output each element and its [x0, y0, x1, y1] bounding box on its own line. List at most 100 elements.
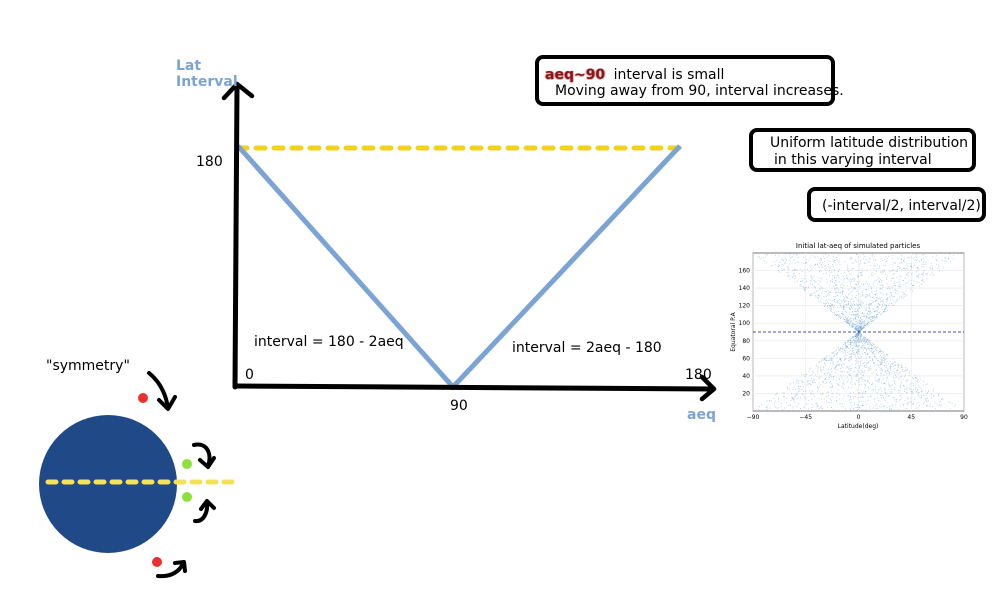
inset-scatter-point: [830, 356, 832, 358]
inset-scatter-point: [881, 359, 883, 361]
inset-scatter-point: [801, 281, 803, 282]
inset-scatter-point: [872, 317, 874, 319]
inset-scatter-point: [894, 377, 896, 379]
inset-scatter-point: [820, 405, 822, 407]
inset-scatter-point: [845, 345, 847, 347]
inset-scatter-point: [839, 299, 841, 301]
inset-scatter-point: [845, 350, 847, 352]
inset-scatter-point: [879, 300, 881, 302]
inset-scatter-point: [914, 389, 916, 391]
inset-scatter-point: [853, 268, 855, 270]
inset-scatter-point: [856, 342, 858, 343]
inset-scatter-point: [855, 328, 857, 330]
aeq-highlight: aeq~90: [545, 67, 606, 83]
inset-scatter-point: [852, 287, 854, 289]
inset-scatter-point: [859, 392, 861, 394]
inset-scatter-point: [884, 356, 886, 357]
inset-scatter-point: [890, 280, 892, 282]
inset-scatter-point: [845, 307, 847, 309]
inset-scatter-point: [862, 320, 864, 322]
inset-scatter-point: [821, 398, 823, 400]
curved-arrow-1-head: [157, 395, 177, 411]
inset-scatter-point: [801, 388, 803, 390]
inset-scatter-point: [795, 262, 797, 264]
inset-scatter-point: [832, 281, 834, 283]
inset-scatter-point: [814, 381, 816, 383]
inset-scatter-point: [854, 402, 856, 404]
inset-scatter-point: [810, 367, 812, 369]
inset-scatter-point: [859, 338, 861, 340]
inset-scatter-point: [865, 366, 867, 368]
inset-scatter-point: [899, 395, 901, 397]
inset-scatter-point: [834, 289, 836, 291]
inset-scatter-point: [795, 269, 797, 271]
inset-scatter-point: [832, 266, 834, 267]
inset-scatter-point: [916, 257, 918, 258]
inset-scatter-point: [872, 389, 874, 391]
inset-scatter-point: [884, 392, 886, 393]
inset-scatter-point: [874, 291, 875, 293]
inset-scatter-point: [834, 350, 836, 352]
inset-scatter-point: [879, 347, 881, 349]
inset-scatter-point: [857, 371, 859, 373]
inset-scatter-point: [862, 253, 864, 255]
inset-scatter-point: [877, 389, 879, 391]
inset-scatter-point: [867, 295, 869, 297]
inset-scatter-point: [860, 327, 862, 329]
inset-scatter-point: [811, 378, 813, 380]
inset-scatter-point: [844, 260, 846, 262]
inset-scatter-point: [918, 268, 920, 270]
inset-scatter-point: [868, 285, 870, 287]
inset-scatter-point: [840, 313, 842, 314]
inset-scatter-point: [834, 301, 836, 303]
inset-scatter-point: [883, 265, 885, 267]
inset-scatter-point: [845, 408, 847, 410]
inset-scatter-point: [903, 404, 905, 406]
inset-scatter-point: [909, 384, 911, 386]
inset-scatter-point: [868, 377, 870, 379]
inset-scatter-point: [837, 356, 839, 358]
inset-scatter-point: [783, 396, 785, 397]
inset-scatter-point: [871, 312, 872, 314]
inset-scatter-point: [826, 282, 828, 284]
inset-scatter-point: [834, 260, 835, 261]
inset-scatter-point: [890, 369, 892, 371]
inset-scatter-point: [845, 312, 847, 313]
inset-scatter-point: [885, 366, 887, 368]
inset-scatter-point: [849, 374, 851, 376]
inset-scatter-point: [816, 264, 818, 266]
inset-scatter-point: [939, 401, 941, 403]
inset-scatter-point: [905, 273, 907, 275]
inset-scatter-point: [785, 397, 787, 399]
inset-scatter-point: [944, 260, 946, 262]
inset-scatter-point: [805, 397, 807, 399]
inset-scatter-point: [889, 295, 891, 297]
inset-scatter-point: [918, 274, 920, 276]
inset-scatter-point: [936, 403, 938, 405]
inset-scatter-point: [803, 268, 805, 270]
inset-scatter-point: [935, 263, 937, 265]
inset-scatter-point: [919, 386, 921, 388]
inset-scatter-point: [849, 343, 851, 345]
inset-scatter-point: [877, 308, 879, 310]
inset-scatter-point: [875, 373, 877, 375]
inset-scatter-point: [835, 296, 837, 298]
inset-scatter-point: [798, 380, 800, 382]
inset-scatter-point: [827, 373, 829, 374]
inset-scatter-point: [908, 272, 910, 273]
inset-scatter-point: [909, 371, 911, 373]
inset-scatter-point: [867, 318, 869, 320]
inset-scatter-point: [836, 365, 838, 367]
inset-scatter-point: [895, 289, 897, 291]
x-axis-title: aeq: [687, 407, 716, 423]
inset-scatter-point: [836, 280, 837, 282]
inset-scatter-point: [824, 265, 826, 267]
inset-scatter-point: [838, 269, 840, 270]
inset-scatter-point: [853, 349, 855, 351]
inset-scatter-point: [840, 357, 841, 359]
inset-scatter-point: [818, 376, 820, 378]
inset-scatter-point: [868, 341, 869, 343]
inset-scatter-point: [874, 255, 876, 257]
inset-scatter-point: [857, 325, 858, 327]
inset-scatter-point: [830, 367, 832, 369]
